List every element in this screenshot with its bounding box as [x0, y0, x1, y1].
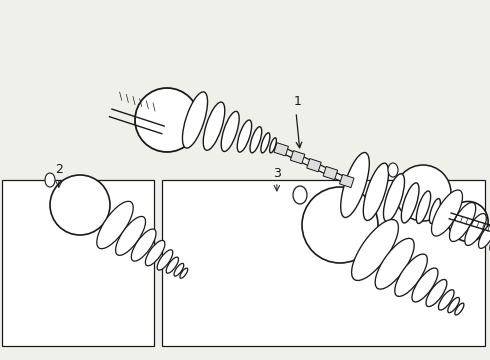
Circle shape — [448, 202, 488, 242]
Ellipse shape — [375, 238, 414, 289]
Ellipse shape — [384, 174, 405, 221]
Ellipse shape — [293, 186, 307, 204]
Ellipse shape — [363, 163, 389, 220]
Ellipse shape — [166, 257, 178, 273]
Ellipse shape — [174, 264, 184, 276]
Ellipse shape — [432, 190, 463, 236]
Polygon shape — [323, 166, 338, 180]
Ellipse shape — [261, 133, 270, 153]
Ellipse shape — [439, 204, 448, 223]
Polygon shape — [274, 143, 289, 156]
Ellipse shape — [237, 120, 252, 152]
Ellipse shape — [131, 229, 156, 261]
Bar — [162, 180, 485, 346]
Bar — [2, 180, 154, 346]
Ellipse shape — [412, 268, 438, 302]
Ellipse shape — [221, 111, 239, 152]
Ellipse shape — [182, 92, 208, 148]
Ellipse shape — [180, 268, 188, 278]
Polygon shape — [340, 175, 354, 188]
Ellipse shape — [455, 303, 464, 315]
Ellipse shape — [439, 290, 454, 310]
Polygon shape — [291, 150, 305, 164]
Ellipse shape — [448, 297, 460, 313]
Ellipse shape — [429, 198, 441, 223]
Ellipse shape — [352, 220, 398, 280]
Ellipse shape — [388, 163, 398, 177]
Ellipse shape — [270, 138, 276, 153]
Ellipse shape — [45, 173, 55, 187]
Ellipse shape — [157, 250, 173, 270]
Text: 1: 1 — [294, 95, 302, 108]
Circle shape — [50, 175, 110, 235]
Ellipse shape — [395, 254, 427, 296]
Circle shape — [302, 187, 378, 263]
Ellipse shape — [447, 209, 453, 222]
Ellipse shape — [465, 213, 486, 246]
Circle shape — [135, 88, 199, 152]
Circle shape — [395, 165, 451, 221]
Ellipse shape — [449, 203, 476, 242]
Ellipse shape — [416, 191, 431, 224]
Ellipse shape — [146, 240, 165, 266]
Ellipse shape — [479, 224, 490, 248]
Ellipse shape — [203, 102, 225, 150]
Text: 2: 2 — [55, 163, 63, 176]
Ellipse shape — [97, 201, 133, 249]
Ellipse shape — [401, 183, 419, 223]
Polygon shape — [307, 158, 321, 172]
Ellipse shape — [116, 216, 146, 255]
Ellipse shape — [426, 279, 447, 307]
Ellipse shape — [341, 153, 369, 217]
Ellipse shape — [250, 127, 262, 153]
Text: 3: 3 — [273, 167, 281, 180]
